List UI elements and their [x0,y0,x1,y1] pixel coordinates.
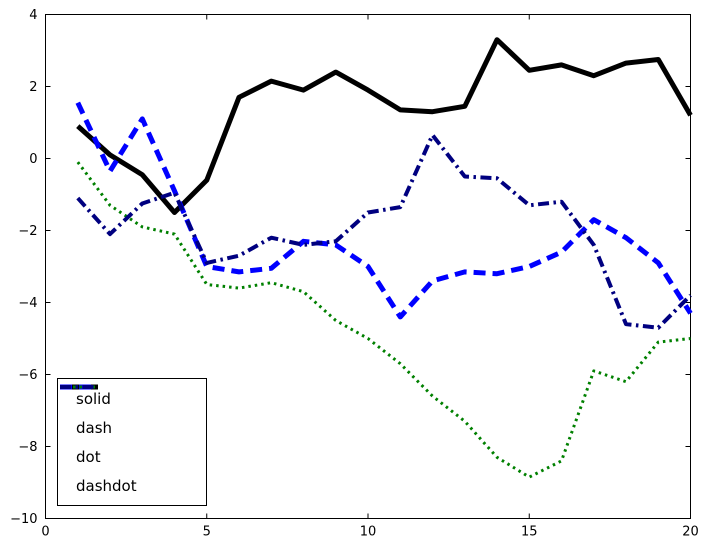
legend-entry-dashdot: dash dot [60,385,198,500]
legend: solid dash dot dashdot [57,378,207,506]
y-tick-label: 2 [29,80,37,95]
legend-dashdot-line-sample [60,385,98,389]
x-tick-label: 10 [360,524,377,539]
legend-label: dash [76,418,113,437]
y-tick-label: −8 [18,440,37,455]
legend-label: dashdot [76,476,137,495]
x-tick-label: 15 [521,524,538,539]
y-tick-label: −2 [18,224,37,239]
legend-label: dot [76,447,101,466]
series-dot-line [76,161,691,479]
series-dashdot-line [76,133,692,330]
y-tick-label: −6 [18,368,37,383]
y-tick-label: −4 [18,296,37,311]
legend-label: solid [76,389,111,408]
x-tick-label: 20 [682,524,699,539]
legend-entry-dash: dash [60,384,198,442]
y-tick-label: 4 [29,8,37,23]
y-tick-label: −10 [10,512,37,527]
x-tick-label: 5 [203,524,211,539]
x-tick-label: 0 [41,524,49,539]
series-solid-line [76,37,693,215]
y-tick-label: 0 [29,152,37,167]
legend-entry-dot: dot [60,385,198,471]
